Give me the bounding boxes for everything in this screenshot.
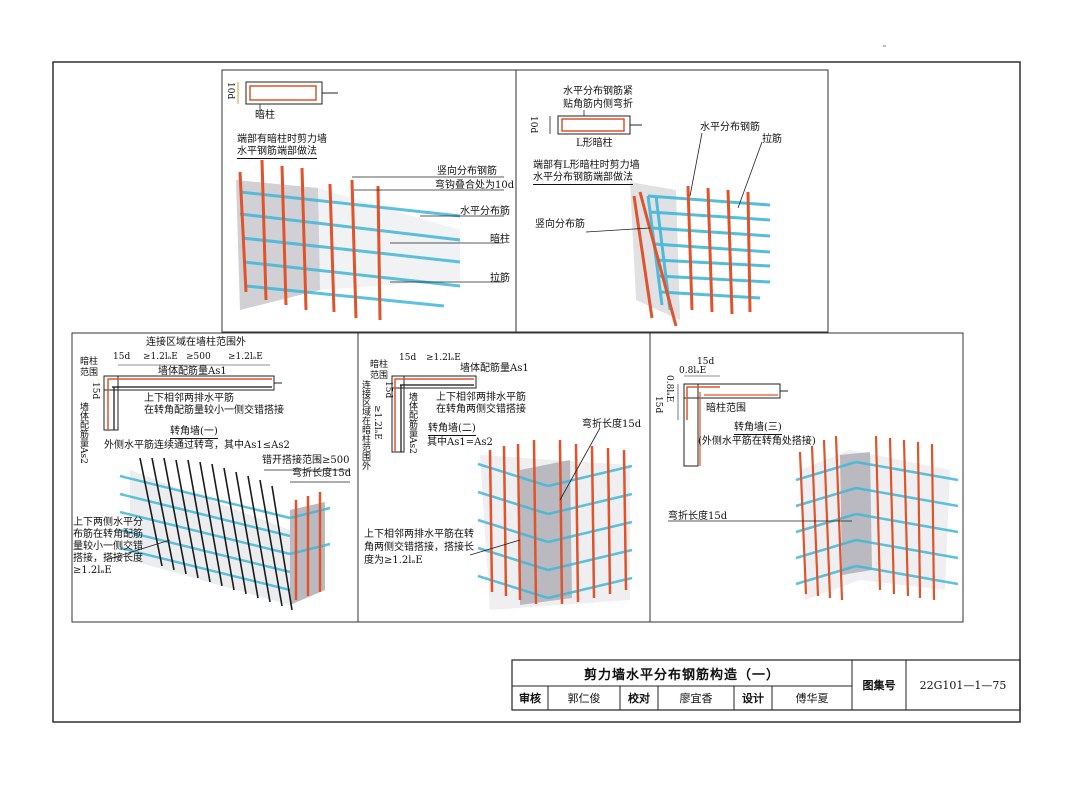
- panel1-horizontal-bar-label: 水平分布筋: [460, 206, 510, 217]
- panel5-plan-section: [677, 375, 788, 467]
- panel3-dim-15d: 15d: [113, 352, 131, 362]
- sheet-frame: [52, 61, 1021, 723]
- panel2-title-line1: 端部有L形暗柱时剪力墙: [533, 160, 640, 171]
- panel4-dim-12la: ≥1.2lₐE: [426, 353, 461, 363]
- panel3-stagger-range: 错开搭接范围≥500: [262, 455, 350, 466]
- panel4-subtitle: 其中As1=As2: [427, 437, 493, 448]
- panel4-lap-line2: 角两侧交错搭接，搭接长: [364, 542, 474, 553]
- panel3-plan-section: [103, 364, 282, 431]
- panel3-as1-label: 墙体配筋量As1: [158, 366, 227, 377]
- panel2-3d-wall: [585, 132, 771, 327]
- panel4-zone-vertical: 连接区域在暗柱范围外: [360, 380, 370, 470]
- panel1-plan-section: [237, 81, 338, 112]
- panel5-bend-length: 弯折长度15d: [668, 511, 728, 522]
- panel3-dim-15d-vertical: 15d: [90, 382, 100, 400]
- panel5-dim-15d-vertical: 15d: [653, 396, 663, 414]
- panel3-3d-wall: [105, 457, 350, 611]
- panel3-lap-line1: 上下两侧水平分: [73, 517, 143, 528]
- panel3-stagger-line2: 在转角配筋量较小一侧交错搭接: [144, 405, 284, 416]
- panel3-dim-500: ≥500: [186, 352, 211, 362]
- design-label: 设计: [742, 692, 764, 705]
- panel1-title-line1: 端部有暗柱时剪力墙: [237, 134, 327, 145]
- panel5-3d-wall: [668, 435, 959, 601]
- panel4-plan-section: [391, 375, 477, 453]
- panel3-zone-note: 连接区域在墙柱范围外: [146, 337, 246, 348]
- panel2-l-column-label: L形暗柱: [576, 138, 613, 149]
- panel5-dim-08la: 0.8lₐE: [679, 366, 707, 376]
- panel3-dim-12la-1: ≥1.2lₐE: [143, 352, 178, 362]
- panel5-subtitle: (外侧水平筋在转角处搭接): [698, 436, 816, 447]
- panel3-stagger-line1: 上下相邻两排水平筋: [144, 393, 234, 404]
- panel1-hook-overlap-label: 弯钩叠合处为10d: [435, 180, 515, 191]
- title-block-frame: [511, 659, 1021, 711]
- panel5-dim-15d: 15d: [697, 357, 715, 367]
- panel1-tie-bar-label: 拉筋: [490, 273, 510, 284]
- panel3-bend-length: 弯折长度15d: [292, 468, 352, 479]
- panel3-hidden-col-range-2: 范围: [80, 368, 99, 378]
- panel4-stagger-line2: 在转角两侧交错搭接: [436, 404, 526, 415]
- panel4-dim-12la-vertical: ≥1.2lₐE: [372, 405, 382, 440]
- panel4-bend-length: 弯折长度15d: [582, 419, 642, 430]
- panel5-hidden-col-range: 暗柱范围: [706, 403, 746, 414]
- panel4-dim-15d: 15d: [399, 353, 417, 363]
- designer-name: 傅华夏: [795, 692, 829, 705]
- panel3-lap-line5: ≥1.2lₐE: [73, 565, 112, 576]
- panel2-title-line2: 水平分布钢筋端部做法: [533, 172, 633, 185]
- panel1-hidden-column-label: 暗柱: [490, 234, 510, 245]
- panel3-as2-label: 墙体配筋量As2: [78, 402, 88, 464]
- panel2-plan-section: [549, 110, 642, 135]
- panel4-hidden-col-range-2: 范围: [370, 371, 389, 381]
- panel4-dim-15d-vertical: 15d: [383, 381, 393, 399]
- atlas-label: 图集号: [862, 679, 896, 692]
- panel4-3d-wall: [469, 427, 633, 610]
- panel5-title: 转角墙(三): [734, 422, 782, 435]
- review-label: 审核: [519, 692, 541, 705]
- panel3-lap-line3: 量较小一侧交错: [73, 541, 143, 552]
- panel2-note-line2: 贴角筋内侧弯折: [563, 99, 633, 110]
- panel3-dim-12la-2: ≥1.2lₐE: [228, 352, 263, 362]
- check-label: 校对: [628, 692, 650, 705]
- panel3-lap-line2: 布筋在转角配筋: [73, 529, 143, 540]
- panel1-column-label: 暗柱: [255, 110, 275, 121]
- panel4-hidden-col-range-1: 暗柱: [370, 360, 389, 370]
- panel2-horizontal-bar-label: 水平分布钢筋: [700, 122, 760, 133]
- panel5-frame: [649, 332, 964, 623]
- panel5-dim-08la-vertical: 0.8lₐE: [664, 375, 674, 403]
- panel2-dim-10d: 10d: [528, 116, 538, 134]
- panel4-as2-label: 墙体配筋量As2: [407, 392, 417, 454]
- panel2-vertical-bar-label: 竖向分布筋: [535, 219, 585, 230]
- panel3-lap-line4: 搭接，搭接长度: [73, 553, 143, 564]
- drawing-title: 剪力墙水平分布钢筋构造（一）: [583, 667, 780, 683]
- panel4-stagger-line1: 上下相邻两排水平筋: [436, 392, 526, 403]
- checker-name: 廖宜香: [679, 692, 713, 705]
- panel1-dim-10d: 10d: [225, 82, 235, 100]
- reviewer-name: 郭仁俊: [567, 692, 601, 705]
- panel4-lap-line1: 上下相邻两排水平筋在转: [364, 529, 474, 540]
- panel4-lap-line3: 度为≥1.2lₐE: [364, 555, 423, 566]
- panel1-vertical-bar-label: 竖向分布钢筋: [437, 166, 497, 177]
- atlas-number: 22G101—1—75: [919, 678, 1007, 692]
- panel4-title: 转角墙(二): [428, 423, 476, 436]
- panel1-title-line2: 水平钢筋端部做法: [237, 146, 317, 159]
- panel3-title: 转角墙(一): [170, 426, 218, 439]
- panel1-3d-wall: [236, 159, 504, 321]
- panel3-hidden-col-range-1: 暗柱: [80, 357, 99, 367]
- panel3-subtitle: 外侧水平筋连续通过转弯，其中As1≤As2: [104, 440, 290, 451]
- panel2-tie-bar-label: 拉筋: [762, 134, 782, 145]
- panel4-as1-label: 墙体配筋量As1: [460, 363, 529, 374]
- panel2-note-line1: 水平分布钢筋紧: [563, 86, 633, 97]
- panel2-frame: [515, 69, 829, 333]
